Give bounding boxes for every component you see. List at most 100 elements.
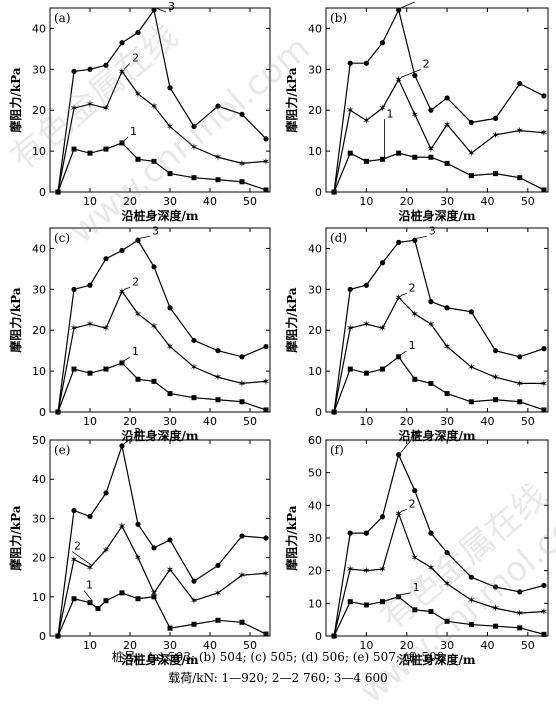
- series-2-point: ✶: [70, 104, 78, 115]
- series-3-leader: [400, 440, 411, 453]
- series-1-point: [119, 360, 125, 366]
- series-1-point: [151, 158, 157, 164]
- series-1-line: [57, 362, 267, 413]
- series-2-line: [333, 296, 544, 413]
- series-3-point: [167, 85, 173, 91]
- series-1-point: [517, 625, 523, 631]
- y-tick-label: 10: [32, 591, 46, 604]
- x-axis-title: 沿桩身深度/m: [120, 428, 198, 443]
- series-2-point: ✶: [394, 509, 402, 520]
- y-axis-title: 摩阻力/kPa: [284, 67, 299, 132]
- y-tick-label: 10: [308, 597, 322, 610]
- chart-panel: 0 10 20 30 40 50 60 10 20 30 40 50 沿桩身深度/m 摩阻力/kPa (f)…: [284, 429, 549, 667]
- series-2-point: ✶: [150, 322, 158, 333]
- plot-frame: [49, 7, 271, 193]
- plot-frame: [325, 439, 549, 637]
- series-2-point: ✶: [214, 588, 222, 599]
- x-tick-label: 50: [243, 195, 257, 208]
- series-3-point: [541, 582, 547, 588]
- chart-panel: 0 10 20 30 40 50 10 20 30 40 50 沿桩身深度/m 摩阻力/kPa (e) 1 ✶…: [8, 426, 271, 667]
- x-tick-label: 50: [521, 195, 535, 208]
- series-1-point: [363, 370, 369, 376]
- series-3-point: [119, 247, 125, 254]
- series-2-point: ✶: [190, 363, 198, 374]
- x-axis-title: 沿桩身深度/m: [120, 208, 198, 223]
- series-3-point: [71, 507, 77, 514]
- series-1-label: 1: [130, 125, 137, 138]
- series-1-point: [396, 594, 402, 600]
- x-tick-label: 40: [480, 195, 494, 208]
- series-3-line: [57, 443, 267, 637]
- x-tick-label: 10: [359, 415, 373, 428]
- series-1-point: [191, 395, 197, 401]
- series-3-point: [444, 305, 450, 311]
- series-2-point: ✶: [118, 522, 126, 533]
- series-3-point: [215, 562, 221, 569]
- series-1-label: 1: [409, 339, 416, 352]
- series-3-point: [412, 488, 418, 494]
- series-2-point: ✶: [262, 569, 270, 580]
- y-tick-label: 10: [32, 145, 46, 158]
- series-1-point: [215, 617, 221, 623]
- y-tick-label: 30: [32, 512, 46, 525]
- y-axis-title: 摩阻力/kPa: [8, 67, 23, 132]
- series-3-point: [55, 633, 61, 639]
- series-3-point: [363, 530, 369, 536]
- series-3-point: [492, 115, 499, 121]
- series-1-point: [541, 407, 547, 413]
- series-3-leader: [416, 235, 427, 239]
- y-tick-label: 0: [39, 406, 46, 419]
- series-1-point: [541, 631, 547, 637]
- series-2-point: ✶: [166, 342, 174, 353]
- series-3-point: [239, 111, 245, 117]
- series-3-point: [167, 537, 173, 543]
- y-tick-label: 0: [315, 186, 322, 199]
- series-2-point: ✶: [362, 320, 370, 331]
- series-2-point: ✶: [346, 324, 354, 335]
- series-1-leader: [400, 592, 411, 596]
- chart-panel: 0 10 20 30 40 10 20 30 40 50 沿桩身深度/m 摩阻力/kPa (d) 1 ✶ ✶ ✶…: [284, 224, 549, 443]
- series-3-point: [363, 60, 369, 66]
- series-2-line: [333, 78, 545, 193]
- series-3-point: [55, 189, 61, 195]
- series-3-point: [517, 589, 523, 595]
- series-2-label: 2: [409, 498, 416, 511]
- series-3-point: [191, 337, 197, 344]
- x-tick-label: 30: [440, 639, 454, 652]
- series-3-line: [57, 8, 267, 193]
- series-1-point: [347, 366, 353, 372]
- x-tick-label: 40: [203, 415, 217, 428]
- series-1-point: [215, 177, 221, 183]
- series-2-line: [57, 70, 267, 193]
- plot-frame: [325, 227, 549, 413]
- series-1-point: [444, 160, 450, 166]
- panel-label: (c): [54, 231, 70, 245]
- x-tick-label: 10: [83, 639, 97, 652]
- series-1-point: [239, 179, 245, 185]
- series-2-point: ✶: [540, 379, 548, 390]
- series-3-label: 3: [429, 224, 436, 237]
- series-1-point: [412, 607, 418, 613]
- series-2-point: ✶: [238, 571, 246, 582]
- series-2-point: ✶: [411, 553, 419, 564]
- y-tick-label: 50: [308, 467, 322, 480]
- series-2-leader: [400, 509, 407, 512]
- series-1-point: [380, 366, 386, 372]
- series-3-point: [167, 305, 173, 311]
- series-3-point: [55, 409, 61, 415]
- series-2-point: ✶: [214, 373, 222, 384]
- series-1-point: [468, 399, 474, 405]
- series-1-point: [444, 618, 450, 624]
- series-1-line: [57, 142, 267, 193]
- series-2-point: ✶: [166, 122, 174, 133]
- series-1-point: [71, 596, 77, 602]
- series-3-point: [87, 66, 93, 72]
- series-1-point: [263, 187, 269, 193]
- series-3-point: [396, 239, 402, 245]
- x-tick-label: 30: [163, 195, 177, 208]
- series-3-point: [239, 533, 245, 539]
- series-2-point: ✶: [394, 293, 402, 304]
- series-1-leader: [83, 590, 93, 601]
- series-2-leader: [123, 63, 131, 70]
- series-3-line: [333, 8, 545, 193]
